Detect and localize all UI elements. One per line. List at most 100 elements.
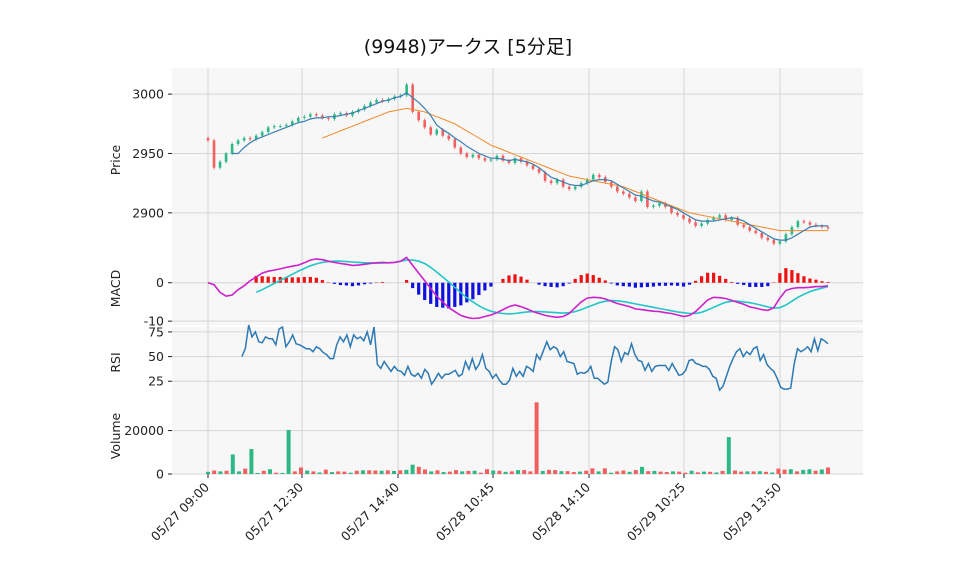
volume-bar — [503, 471, 508, 474]
macd-histogram-bar — [693, 280, 698, 283]
candle-body — [315, 114, 318, 116]
x-tick-label: 05/27 12:30 — [242, 479, 306, 543]
volume-bar — [268, 469, 272, 474]
candle-body — [700, 223, 703, 226]
macd-histogram-bar — [417, 282, 421, 295]
volume-bar — [776, 468, 781, 474]
macd-histogram-bar — [669, 282, 674, 286]
candle-body — [465, 153, 469, 158]
candle-body — [567, 186, 571, 190]
volume-bar — [311, 471, 316, 474]
volume-bar — [559, 471, 564, 474]
candle-body — [513, 158, 517, 163]
macd-histogram-bar — [784, 268, 788, 283]
volume-bar — [522, 470, 527, 474]
candle-body — [212, 140, 216, 168]
macd-histogram-bar — [603, 280, 607, 283]
macd-axis-label: MACD — [108, 270, 123, 307]
candle-body — [573, 186, 577, 190]
macd-histogram-bar — [657, 282, 662, 286]
macd-histogram-bar — [507, 275, 511, 283]
volume-bar — [336, 471, 341, 474]
candle-body — [507, 160, 511, 163]
macd-histogram-bar — [308, 276, 312, 283]
candle-body — [441, 129, 445, 136]
macd-histogram-bar — [718, 275, 722, 283]
candle-body — [706, 219, 709, 224]
macd-histogram-bar — [314, 277, 318, 283]
macd-histogram-bar — [477, 282, 481, 296]
volume-bar — [274, 472, 279, 474]
macd-histogram-bar — [615, 282, 619, 286]
macd-line — [207, 256, 829, 320]
macd-histogram-bar — [826, 281, 830, 283]
volume-bar — [261, 470, 266, 474]
volume-bar — [435, 470, 440, 474]
volume-bar — [361, 470, 365, 474]
macd-histogram-bar — [350, 282, 355, 287]
volume-bar — [472, 470, 477, 474]
volume-axis-label: Volume — [108, 412, 123, 459]
volume-bar — [633, 470, 638, 474]
x-tick-label: 05/27 09:00 — [148, 479, 212, 543]
candle-body — [754, 230, 758, 234]
macd-histogram-bar — [561, 282, 565, 287]
volume-bar — [627, 471, 632, 474]
macd-histogram-bar — [332, 282, 337, 284]
x-tick-label: 05/29 10:25 — [624, 480, 688, 544]
candle-body — [748, 227, 752, 231]
candle-body — [423, 120, 426, 128]
volume-bar — [578, 471, 582, 474]
candle-body — [483, 158, 487, 161]
candle-body — [772, 240, 776, 244]
candle-body — [417, 111, 420, 121]
volume-bar — [441, 472, 446, 474]
candle-body — [278, 126, 282, 128]
volume-bar — [720, 470, 725, 474]
volume-bar — [646, 471, 651, 474]
macd-histogram-bar — [525, 279, 529, 283]
candle-body — [688, 218, 691, 223]
volume-bar — [609, 472, 613, 474]
candle-body — [670, 206, 673, 213]
volume-bar — [770, 472, 775, 474]
volume-bar — [565, 471, 570, 474]
volume-bar — [714, 472, 719, 474]
volume-bar — [782, 469, 787, 474]
macd-histogram-bar — [441, 282, 445, 308]
volume-bar — [398, 470, 403, 474]
candle-body — [622, 191, 625, 194]
candle-body — [309, 114, 312, 117]
macd-histogram-bar — [272, 276, 276, 283]
volume-bar — [218, 471, 223, 474]
macd-histogram-bar — [699, 276, 704, 283]
macd-histogram-bar — [513, 274, 517, 283]
volume-bar — [528, 471, 533, 474]
candle-body — [676, 212, 679, 216]
price-axis-label: Price — [108, 144, 123, 175]
volume-bar — [584, 470, 589, 474]
candle-body — [549, 180, 553, 184]
volume-bar — [739, 471, 744, 474]
macd-histogram-bar — [802, 276, 806, 283]
volume-bar — [757, 471, 762, 474]
volume-bar — [423, 469, 427, 474]
candle-body — [477, 154, 481, 159]
candle-body — [742, 224, 746, 228]
volume-bar — [305, 470, 310, 474]
macd-histogram-bar — [405, 280, 409, 283]
candle-body — [435, 129, 439, 135]
candle-body — [730, 217, 733, 220]
volume-bar — [491, 470, 496, 474]
macd-histogram-bar — [380, 281, 385, 283]
volume-panel-bg — [172, 398, 863, 474]
volume-bar — [708, 471, 713, 474]
x-tick-label: 05/27 14:40 — [338, 479, 402, 543]
volume-bar — [702, 471, 706, 474]
volume-bar — [795, 471, 799, 474]
volume-bar — [615, 471, 620, 474]
volume-bar — [540, 470, 545, 474]
candle-body — [784, 234, 788, 242]
volume-bar — [509, 471, 514, 474]
rsi-y-tick-label: 50 — [148, 349, 164, 364]
